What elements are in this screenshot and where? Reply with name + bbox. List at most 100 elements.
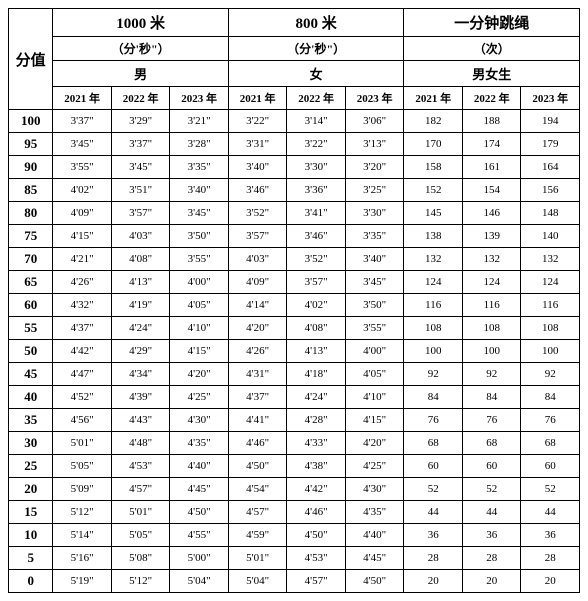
data-cell: 4'03": [111, 225, 170, 248]
data-cell: 124: [462, 271, 521, 294]
score-cell: 0: [9, 570, 53, 593]
score-cell: 95: [9, 133, 53, 156]
table-row: 1003'37"3'29"3'21"3'22"3'14"3'06"1821881…: [9, 110, 580, 133]
data-cell: 182: [404, 110, 463, 133]
table-row: 255'05"4'53"4'40"4'50"4'38"4'25"606060: [9, 455, 580, 478]
data-cell: 3'22": [228, 110, 287, 133]
data-cell: 60: [404, 455, 463, 478]
data-cell: 4'48": [111, 432, 170, 455]
data-cell: 156: [521, 179, 580, 202]
data-cell: 4'15": [345, 409, 404, 432]
data-cell: 4'57": [287, 570, 346, 593]
data-cell: 4'50": [170, 501, 229, 524]
data-cell: 4'18": [287, 363, 346, 386]
data-cell: 116: [404, 294, 463, 317]
data-cell: 4'56": [53, 409, 112, 432]
data-cell: 3'28": [170, 133, 229, 156]
data-cell: 174: [462, 133, 521, 156]
data-cell: 36: [404, 524, 463, 547]
data-cell: 3'40": [170, 179, 229, 202]
data-cell: 4'50": [345, 570, 404, 593]
data-cell: 158: [404, 156, 463, 179]
data-cell: 5'01": [228, 547, 287, 570]
data-cell: 4'42": [287, 478, 346, 501]
data-cell: 3'45": [53, 133, 112, 156]
data-cell: 4'10": [345, 386, 404, 409]
data-cell: 100: [462, 340, 521, 363]
group-unit-0: （分'秒"）: [53, 37, 229, 61]
data-cell: 4'26": [228, 340, 287, 363]
score-cell: 60: [9, 294, 53, 317]
data-cell: 194: [521, 110, 580, 133]
score-header: 分值: [9, 9, 53, 110]
table-row: 05'19"5'12"5'04"5'04"4'57"4'50"202020: [9, 570, 580, 593]
data-cell: 4'59": [228, 524, 287, 547]
table-row: 953'45"3'37"3'28"3'31"3'22"3'13"17017417…: [9, 133, 580, 156]
data-cell: 4'29": [111, 340, 170, 363]
score-cell: 25: [9, 455, 53, 478]
score-cell: 85: [9, 179, 53, 202]
data-cell: 3'31": [228, 133, 287, 156]
data-cell: 28: [462, 547, 521, 570]
data-cell: 68: [462, 432, 521, 455]
data-cell: 3'41": [287, 202, 346, 225]
data-cell: 92: [521, 363, 580, 386]
data-cell: 44: [521, 501, 580, 524]
year-header: 2022 年: [462, 87, 521, 110]
data-cell: 4'05": [345, 363, 404, 386]
data-cell: 179: [521, 133, 580, 156]
data-cell: 3'57": [228, 225, 287, 248]
data-cell: 4'34": [111, 363, 170, 386]
data-cell: 3'14": [287, 110, 346, 133]
year-header-row: 2021 年 2022 年 2023 年 2021 年 2022 年 2023 …: [9, 87, 580, 110]
data-cell: 116: [521, 294, 580, 317]
data-cell: 188: [462, 110, 521, 133]
data-cell: 4'19": [111, 294, 170, 317]
data-cell: 3'46": [228, 179, 287, 202]
group-gender-2: 男女生: [404, 61, 580, 87]
data-cell: 4'21": [53, 248, 112, 271]
year-header: 2021 年: [53, 87, 112, 110]
data-cell: 164: [521, 156, 580, 179]
data-cell: 3'35": [170, 156, 229, 179]
data-cell: 4'50": [287, 524, 346, 547]
data-cell: 4'40": [345, 524, 404, 547]
data-cell: 4'46": [228, 432, 287, 455]
data-cell: 4'10": [170, 317, 229, 340]
table-row: 205'09"4'57"4'45"4'54"4'42"4'30"525252: [9, 478, 580, 501]
data-cell: 4'09": [53, 202, 112, 225]
data-cell: 124: [521, 271, 580, 294]
data-cell: 161: [462, 156, 521, 179]
data-cell: 68: [521, 432, 580, 455]
year-header: 2022 年: [111, 87, 170, 110]
data-cell: 3'45": [345, 271, 404, 294]
data-cell: 4'54": [228, 478, 287, 501]
year-header: 2023 年: [345, 87, 404, 110]
data-cell: 3'20": [345, 156, 404, 179]
data-cell: 4'57": [111, 478, 170, 501]
table-row: 305'01"4'48"4'35"4'46"4'33"4'20"686868: [9, 432, 580, 455]
score-cell: 100: [9, 110, 53, 133]
data-cell: 52: [404, 478, 463, 501]
data-cell: 4'45": [345, 547, 404, 570]
table-row: 754'15"4'03"3'50"3'57"3'46"3'35"13813914…: [9, 225, 580, 248]
score-cell: 5: [9, 547, 53, 570]
data-cell: 92: [404, 363, 463, 386]
score-table: 分值 1000 米 800 米 一分钟跳绳 （分'秒"） （分'秒"） （次） …: [8, 8, 580, 593]
data-cell: 60: [462, 455, 521, 478]
table-row: 854'02"3'51"3'40"3'46"3'36"3'25"15215415…: [9, 179, 580, 202]
data-cell: 52: [521, 478, 580, 501]
score-cell: 90: [9, 156, 53, 179]
data-cell: 3'57": [287, 271, 346, 294]
data-cell: 108: [521, 317, 580, 340]
data-cell: 3'55": [170, 248, 229, 271]
data-cell: 4'28": [287, 409, 346, 432]
table-body: 1003'37"3'29"3'21"3'22"3'14"3'06"1821881…: [9, 110, 580, 593]
year-header: 2021 年: [404, 87, 463, 110]
score-cell: 70: [9, 248, 53, 271]
data-cell: 60: [521, 455, 580, 478]
data-cell: 84: [404, 386, 463, 409]
table-row: 55'16"5'08"5'00"5'01"4'53"4'45"282828: [9, 547, 580, 570]
data-cell: 4'00": [345, 340, 404, 363]
table-row: 804'09"3'57"3'45"3'52"3'41"3'30"14514614…: [9, 202, 580, 225]
